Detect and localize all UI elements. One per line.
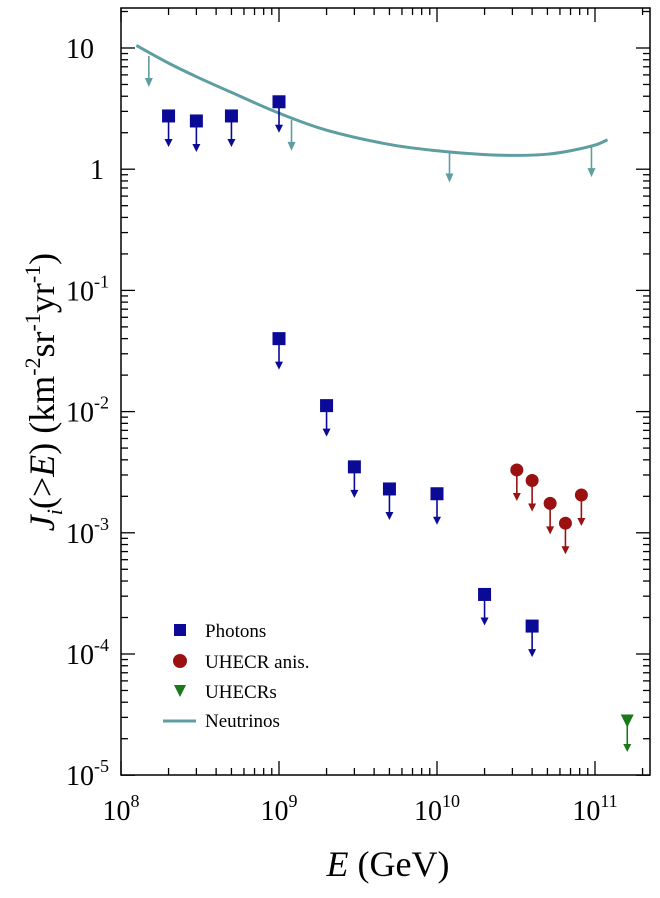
legend-photons-marker: [174, 624, 186, 636]
y-label-yr: yr: [22, 283, 62, 313]
photons-limit-arrow-head: [275, 124, 283, 133]
photons-point: [430, 487, 444, 501]
x-axis-label-unit: (GeV): [349, 844, 450, 884]
neutrinos-limit-arrow-head: [287, 141, 296, 151]
uhecr-anis-limit-arrow-head: [512, 492, 521, 501]
photons-point: [478, 587, 492, 601]
points-layer: [162, 95, 634, 753]
uhecr-anis-point: [574, 488, 588, 502]
photons-point: [189, 114, 203, 128]
y-tick-label: 10-4: [66, 635, 109, 671]
x-tick-label: 1010: [414, 791, 460, 827]
photons-point: [320, 399, 334, 413]
legend-photons-label: Photons: [205, 621, 266, 642]
uhecrs-limit-arrow-head: [623, 744, 632, 753]
photons-limit-arrow-head: [192, 143, 201, 152]
x-tick-label: 1011: [572, 791, 617, 827]
legend-uhecr-anis-marker: [173, 654, 187, 668]
uhecr-anis-point: [510, 463, 524, 477]
y-label-sup3: -1: [20, 265, 45, 283]
neutrinos-curve: [135, 44, 609, 157]
axis-ticks: [120, 8, 650, 776]
photons-limit-arrow-head: [385, 511, 394, 520]
photons-limit-arrow-head: [322, 428, 331, 437]
photons-limit-arrow-head: [227, 138, 236, 147]
uhecr-anis-limit-arrow-head: [561, 546, 570, 555]
y-label-E: E: [22, 455, 62, 478]
photons-limit-arrow-head: [528, 649, 537, 658]
y-tick-label: 10-5: [66, 756, 109, 792]
y-label-sup1: -2: [20, 357, 45, 375]
photons-limit-arrow-head: [480, 617, 489, 626]
uhecr-anis-point: [543, 496, 557, 510]
uhecr-anis-point: [558, 516, 572, 530]
photons-point: [224, 109, 238, 123]
neutrinos-limit-arrow-head: [144, 77, 153, 87]
photons-point: [162, 109, 176, 123]
y-tick-label: 10-3: [66, 514, 109, 550]
photons-limit-arrow-head: [164, 138, 173, 147]
y-label-paren-open: (>: [22, 477, 62, 509]
photons-point: [347, 460, 361, 474]
photons-point: [272, 332, 286, 346]
photons-point: [382, 482, 396, 496]
photons-point: [272, 95, 286, 109]
y-axis-label: Ji(>E) (km-2sr-1yr-1): [20, 253, 67, 531]
x-tick-label: 109: [261, 791, 298, 827]
y-label-J: J: [22, 513, 62, 531]
legend-uhecrs-label: UHECRs: [205, 682, 277, 703]
neutrinos-limit-arrow-head: [445, 173, 454, 183]
y-label-sub: i: [42, 509, 67, 515]
uhecr-anis-limit-arrow-head: [528, 503, 537, 512]
photons-limit-arrow-head: [350, 489, 359, 498]
photons-limit-arrow-head: [275, 361, 283, 370]
y-tick-label: 1: [90, 155, 104, 186]
y-tick-label: 10: [66, 34, 94, 65]
y-label-km: ) (km: [22, 376, 62, 455]
y-tick-label: 10-2: [66, 393, 109, 429]
y-tick-label: 10-1: [66, 271, 109, 307]
legend: Photons UHECR anis. UHECRs Neutrinos: [163, 621, 310, 732]
photons-point: [525, 619, 539, 633]
plot-frame: [120, 7, 651, 776]
x-axis-label: E (GeV): [326, 844, 450, 884]
y-label-sr: sr: [22, 331, 62, 357]
x-tick-label: 108: [103, 791, 140, 827]
neutrinos-limit-arrow-head: [587, 168, 596, 178]
legend-uhecrs-marker: [174, 685, 186, 697]
uhecr-anis-limit-arrow-head: [577, 518, 586, 527]
y-label-close: ): [22, 253, 62, 265]
legend-uhecr-anis-label: UHECR anis.: [205, 652, 310, 673]
tick-labels: 108 109 1010 1011 10 1 10-1 10-2 10-3 10-4 10-5: [66, 34, 618, 827]
uhecrs-point: [620, 714, 634, 728]
neutrino-layer: [135, 44, 609, 183]
legend-neutrinos-label: Neutrinos: [205, 711, 280, 732]
photons-limit-arrow-head: [433, 516, 441, 525]
uhecr-anis-point: [525, 474, 539, 488]
x-axis-label-var: E: [326, 844, 349, 884]
y-label-sup2: -1: [20, 313, 45, 331]
uhecr-anis-limit-arrow-head: [546, 526, 555, 535]
